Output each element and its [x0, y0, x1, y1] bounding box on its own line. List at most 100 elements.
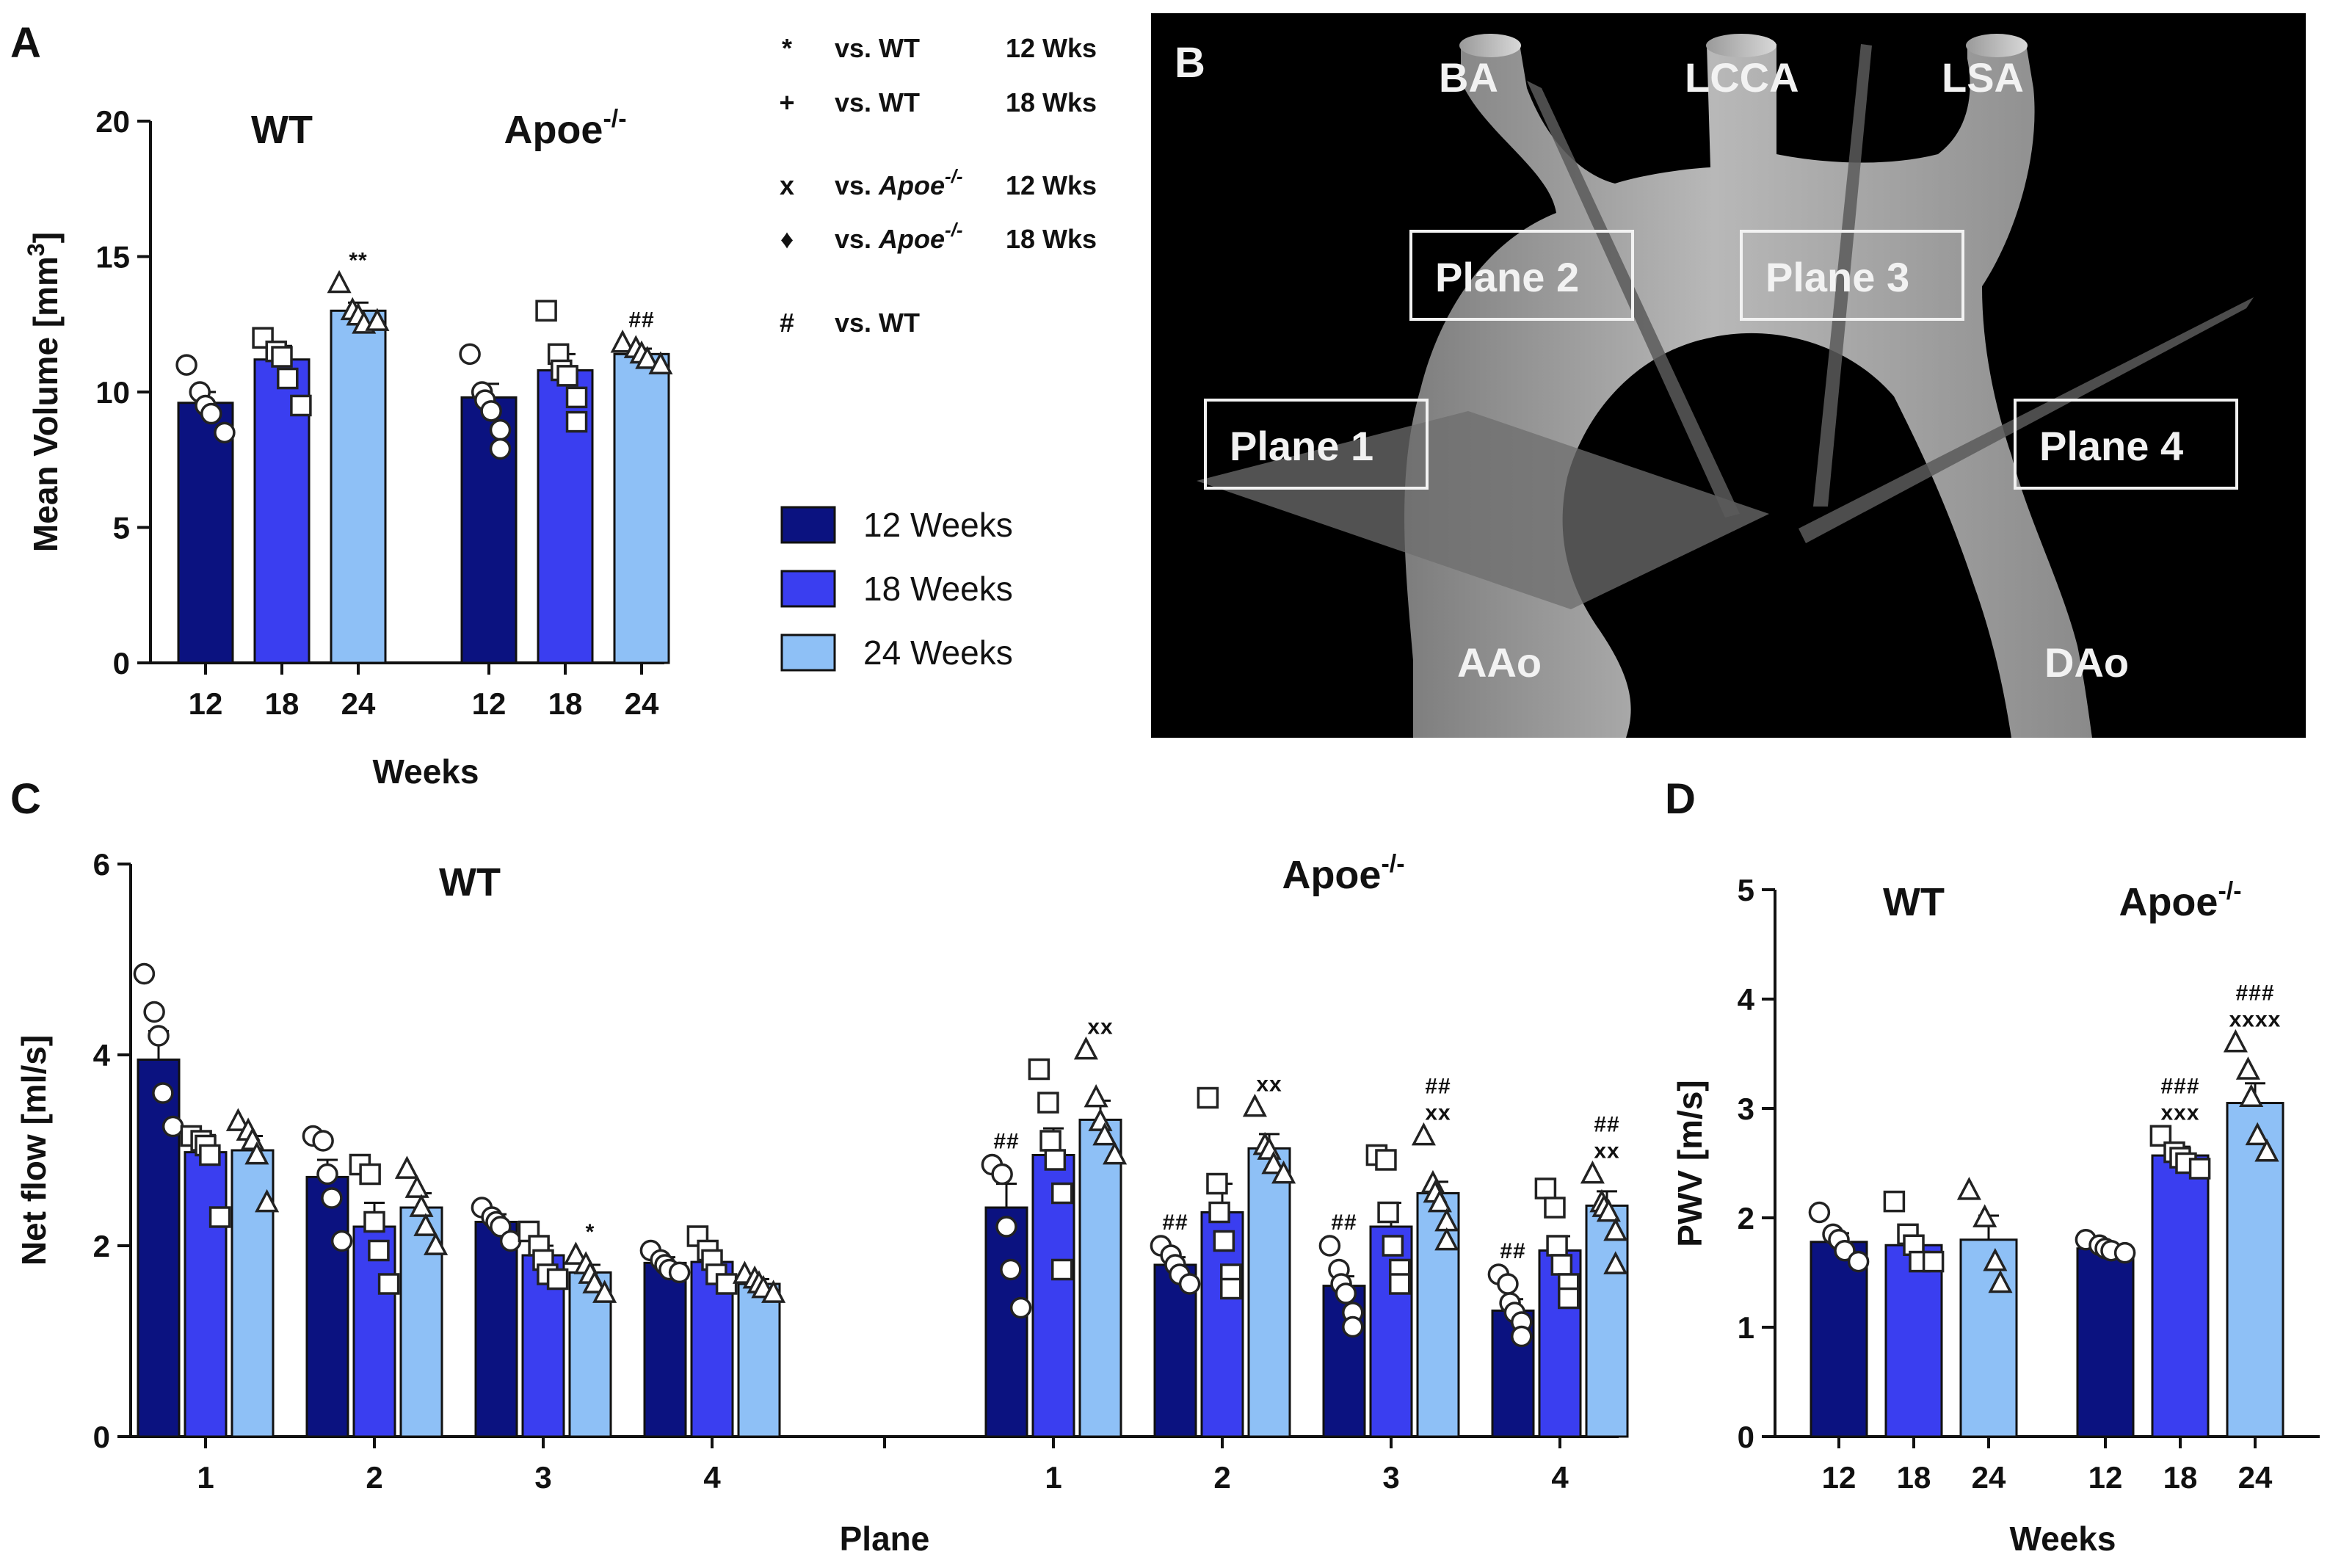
panel-c-wt-plane-2-point — [377, 1273, 400, 1295]
panel-a-group-title: Apoe-/- — [504, 105, 626, 152]
panel-a-apoe-24-bar — [613, 352, 670, 664]
panel-c-wt-plane-3-point — [546, 1268, 569, 1291]
panel-c-wt-plane-3-point — [592, 1280, 617, 1303]
panel-c-wt-plane-1-point — [152, 1082, 174, 1104]
legend-label-3: 24 Weeks — [863, 634, 1013, 672]
panel-a-apoe-12-point — [489, 418, 512, 441]
panel-c-apoe-plane-3-point — [1382, 1235, 1404, 1257]
key-timepoint: 18 Wks — [1006, 224, 1097, 254]
significance-key: * vs. WT 12 Wks + vs. WT 18 Wks x vs. Apoe-/- 12… — [779, 33, 1097, 338]
key-comparison: vs. WT — [835, 33, 920, 63]
panel-d-x-tick-label: 24 — [1972, 1460, 2006, 1495]
key-comparison: vs. Apoe-/- — [835, 165, 963, 200]
panel-c-apoe-plane-3-point — [1427, 1188, 1452, 1213]
panel-c-apoe-plane-1-point — [1092, 1122, 1117, 1146]
panel-a-apoe-18-point — [565, 410, 588, 433]
panel-c-apoe-plane-1-point — [1039, 1130, 1061, 1152]
panel-c-apoe-plane-1-point — [1103, 1141, 1128, 1165]
panel-c-apoe-plane-2-point — [1242, 1093, 1267, 1117]
lsa-cap — [1966, 34, 2028, 57]
panel-c-apoe-plane-4-bar — [1585, 1204, 1629, 1438]
panel-c-x-tick-label: 1 — [197, 1460, 214, 1495]
panel-c-y-tick-label: 2 — [93, 1229, 110, 1263]
panel-c-x-tick-label: 2 — [1213, 1460, 1230, 1495]
panel-d-apoe-18-bar — [2151, 1154, 2210, 1438]
panel-c-apoe-plane-3-point — [1434, 1227, 1459, 1251]
panel-d-wt-24-point — [1956, 1177, 1981, 1200]
panel-d-wt-18-point — [1883, 1190, 1906, 1213]
panel-c-apoe-plane-4-point — [1544, 1197, 1566, 1219]
panel-c-wt-plane-2-point — [359, 1163, 381, 1186]
panel-a-x-tick-label: 24 — [625, 686, 659, 721]
panel-a-chart: 0 5 10 15 20 Mean Volume [mm3] 12 18 ** 24 WT 12 18 #… — [23, 104, 673, 791]
label-dao: DAo — [2044, 639, 2129, 686]
plane-3-box — [1740, 230, 1964, 321]
label-aao: AAo — [1457, 639, 1542, 686]
key-symbol: ♦ — [780, 224, 794, 254]
panel-letter-b: B — [1175, 39, 1205, 87]
panel-c-apoe-plane-4-point — [1596, 1198, 1621, 1222]
panel-d-wt-12-bar — [1810, 1241, 1868, 1438]
color-legend: 12 Weeks 18 Weeks 24 Weeks — [780, 506, 1013, 672]
panel-d-apoe-18-significance: ### — [2160, 1074, 2199, 1098]
panel-c-wt-plane-4-point — [761, 1280, 786, 1303]
panel-a-wt-18-point — [290, 394, 312, 417]
panel-c-wt-plane-1-point — [143, 1001, 165, 1023]
panel-a-wt-24-point — [365, 308, 390, 331]
label-ba: BA — [1439, 54, 1498, 101]
aortic-arch — [1404, 44, 2092, 738]
panel-a-apoe-24-significance: ## — [628, 308, 654, 333]
panel-a-y-tick-label: 0 — [113, 646, 130, 680]
panel-a-apoe-12-point — [480, 400, 502, 422]
panel-d-y-tick-label: 3 — [1738, 1092, 1754, 1126]
panel-a-y-tick-label: 10 — [95, 375, 130, 410]
key-comparison: vs. WT — [835, 87, 920, 117]
panel-d-x-axis-title: Weeks — [2010, 1520, 2116, 1558]
panel-c-wt-plane-2-point — [316, 1163, 338, 1186]
panel-c-wt-plane-2-point — [424, 1232, 449, 1255]
legend-swatch-1 — [780, 506, 836, 544]
panel-c-wt-plane-2-point — [312, 1130, 334, 1152]
plane-1-label: Plane 1 — [1230, 423, 1373, 469]
legend-swatch-3 — [780, 634, 836, 672]
panel-c-x-tick-label: 3 — [534, 1460, 551, 1495]
panel-c-apoe-plane-1-point — [1051, 1182, 1073, 1205]
legend-label-2: 18 Weeks — [863, 570, 1013, 608]
plane-1-slab — [1197, 411, 1769, 609]
panel-d-y-tick-label: 1 — [1738, 1310, 1754, 1345]
panel-c-wt-plane-4-point — [668, 1261, 691, 1284]
panel-d-y-axis-title: PWV [m/s] — [1671, 1080, 1709, 1246]
panel-d-wt-18-bar — [1884, 1244, 1943, 1438]
plane-2-box — [1409, 230, 1634, 321]
panel-c-apoe-plane-1-bar — [1078, 1118, 1122, 1438]
key-symbol: x — [780, 170, 794, 200]
key-comparison: vs. WT — [835, 308, 920, 338]
panel-d-x-tick-label: 18 — [2163, 1460, 2198, 1495]
panel-c-y-tick-label: 6 — [93, 847, 110, 882]
label-lsa: LSA — [1942, 54, 2024, 101]
panel-c-apoe-plane-4-point — [1534, 1177, 1557, 1199]
panel-c-apoe-plane-3-bar — [1369, 1225, 1413, 1438]
panel-c-wt-plane-2-point — [409, 1194, 434, 1217]
key-symbol: # — [780, 308, 794, 338]
panel-c-x-tick-label: 4 — [1551, 1460, 1569, 1495]
plane-3-label: Plane 3 — [1765, 254, 1909, 300]
panel-a-y-tick-label: 5 — [113, 511, 130, 545]
panel-c-wt-plane-1-point — [161, 1115, 184, 1138]
panel-a-wt-18-point — [271, 346, 293, 368]
key-timepoint: 12 Wks — [1006, 33, 1097, 63]
panel-c-wt-plane-1-point — [225, 1108, 250, 1131]
panel-a-apoe-18-point — [565, 386, 588, 409]
panel-letter-c: C — [10, 775, 41, 823]
panel-c-wt-plane-2-point — [413, 1213, 438, 1236]
panel-c-x-axis-title: Plane — [840, 1520, 930, 1558]
panel-d-x-tick-label: 18 — [1897, 1460, 1931, 1495]
panel-a-x-tick-label: 24 — [341, 686, 376, 721]
panel-c-apoe-plane-4-point — [1497, 1273, 1519, 1295]
panel-c-apoe-plane-3-point — [1335, 1282, 1357, 1304]
panel-c-x-tick-label: 1 — [1045, 1460, 1061, 1495]
panel-d-x-tick-label: 12 — [1822, 1460, 1857, 1495]
panel-c-apoe-plane-1-point — [995, 1216, 1017, 1238]
panel-c-wt-plane-2-point — [321, 1187, 343, 1209]
panel-c-apoe-plane-1-point — [1044, 1149, 1067, 1171]
